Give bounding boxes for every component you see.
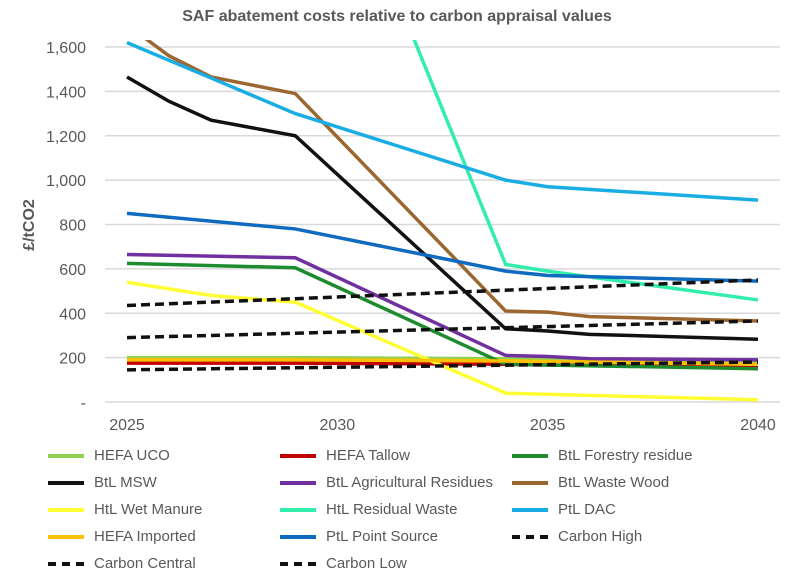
legend-item: HEFA Imported — [48, 527, 280, 546]
legend-swatch — [48, 453, 84, 458]
legend-item: Carbon Low — [280, 554, 512, 573]
legend-label: HEFA UCO — [94, 447, 170, 464]
legend-item: HtL Wet Manure — [48, 500, 280, 519]
legend-item: BtL Forestry residue — [512, 446, 772, 465]
legend-item: PtL DAC — [512, 500, 772, 519]
legend-swatch — [48, 534, 84, 539]
series-line-htl-residual-waste — [412, 40, 759, 302]
y-tick-label: 200 — [59, 351, 86, 368]
legend-label: HEFA Imported — [94, 528, 196, 545]
x-tick-label: 2035 — [530, 417, 566, 434]
legend-label: PtL DAC — [558, 501, 616, 518]
x-tick-label: 2030 — [320, 417, 356, 434]
legend-label: BtL Agricultural Residues — [326, 474, 494, 491]
y-axis-label: £/tCO2 — [21, 199, 38, 251]
legend-label: Carbon Low — [326, 555, 407, 572]
legend-label: PtL Point Source — [326, 528, 439, 545]
series-line-btl-waste-wood — [144, 40, 759, 323]
y-tick-label: 1,600 — [46, 40, 86, 57]
plot-area: - 200 400 600 800 1,000 1,200 1,400 1,600 2025 203… — [21, 40, 780, 434]
legend-swatch — [280, 534, 316, 539]
legend-item: HtL Residual Waste — [280, 500, 512, 519]
series-line-htl-wet-manure — [126, 280, 759, 402]
legend-swatch — [48, 561, 84, 566]
legend-item: PtL Point Source — [280, 527, 512, 546]
legend-item: BtL Waste Wood — [512, 473, 772, 492]
series-line-ptl-dac — [126, 40, 759, 202]
series-line-carbon-high — [126, 278, 759, 308]
legend-label: Carbon High — [558, 528, 643, 545]
legend-swatch — [512, 453, 548, 458]
legend-swatch — [280, 561, 316, 566]
legend-item: HEFA Tallow — [280, 446, 512, 465]
legend-swatch — [280, 453, 316, 458]
chart-title: SAF abatement costs relative to carbon a… — [182, 8, 612, 25]
legend-item: BtL Agricultural Residues — [280, 473, 512, 492]
legend-swatch — [512, 534, 548, 539]
legend-label: Carbon Central — [94, 555, 196, 572]
y-tick-label: - — [81, 395, 86, 412]
legend-label: HtL Residual Waste — [326, 501, 458, 518]
series-line-btl-msw — [126, 75, 759, 341]
x-tick-label: 2025 — [109, 417, 145, 434]
series-line-carbon-low — [126, 360, 759, 372]
legend-label: BtL Waste Wood — [558, 474, 670, 491]
legend-item: BtL MSW — [48, 473, 280, 492]
legend: HEFA UCO HEFA Tallow BtL Forestry residue B… — [48, 446, 788, 573]
legend-swatch — [512, 480, 548, 485]
y-tick-label: 800 — [59, 218, 86, 235]
series-line-btl-agricultural-residues — [126, 252, 759, 362]
legend-item: Carbon High — [512, 527, 772, 546]
y-tick-label: 600 — [59, 262, 86, 279]
legend-label: HtL Wet Manure — [94, 501, 203, 518]
legend-swatch — [280, 480, 316, 485]
legend-label: BtL MSW — [94, 474, 157, 491]
legend-item: Carbon Central — [48, 554, 280, 573]
legend-swatch — [512, 507, 548, 512]
legend-label: BtL Forestry residue — [558, 447, 693, 464]
y-tick-label: 1,000 — [46, 173, 86, 190]
y-tick-label: 1,200 — [46, 129, 86, 146]
legend-swatch — [48, 507, 84, 512]
legend-label: HEFA Tallow — [326, 447, 410, 464]
legend-swatch — [280, 507, 316, 512]
x-tick-label: 2040 — [740, 417, 776, 434]
legend-item: HEFA UCO — [48, 446, 280, 465]
series-line-ptl-point-source — [126, 211, 759, 283]
y-tick-label: 400 — [59, 306, 86, 323]
series-line-btl-forestry-residue — [126, 261, 759, 371]
y-tick-label: 1,400 — [46, 84, 86, 101]
series-line-carbon-central — [126, 319, 759, 340]
legend-swatch — [48, 480, 84, 485]
